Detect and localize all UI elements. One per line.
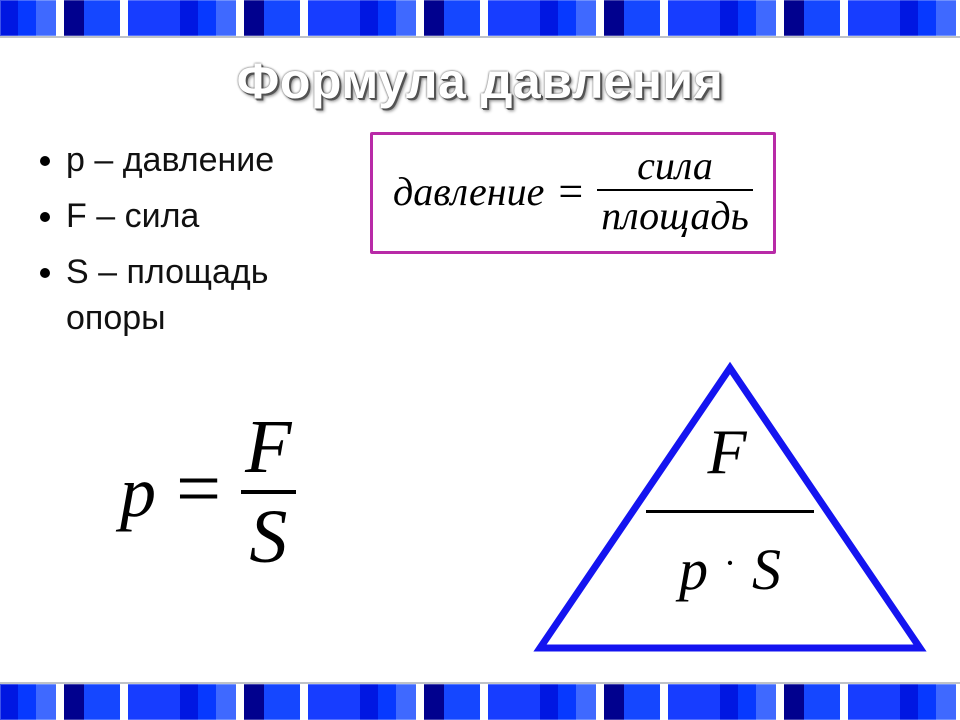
list-item: S – площадь опоры: [40, 250, 350, 342]
equals-sign: =: [176, 444, 221, 535]
triangle-separator: ·: [724, 542, 736, 584]
word-relation: давление = сила площадь: [393, 145, 753, 237]
triangle-bottom-row: p · S: [626, 536, 834, 603]
relation-fraction: сила площадь: [597, 145, 753, 237]
triangle-mnemonic: F p · S: [530, 358, 930, 668]
bullet-icon: [40, 156, 50, 166]
triangle-divider: [646, 510, 814, 513]
relation-numerator: сила: [633, 145, 717, 189]
triangle-icon: [530, 358, 930, 668]
relation-lhs: давление: [393, 168, 544, 215]
main-formula: p = F S: [120, 408, 296, 578]
triangle-top-label: F: [687, 415, 767, 489]
slide-body: Формула давления p – давление F – сила S…: [0, 38, 960, 682]
formula-numerator: F: [241, 408, 295, 490]
definition-text: F – сила: [66, 194, 199, 240]
bullet-icon: [40, 212, 50, 222]
decorative-band-bottom: [0, 684, 960, 720]
decorative-band-top: [0, 0, 960, 36]
bullet-icon: [40, 268, 50, 278]
page-title: Формула давления: [34, 52, 926, 110]
content-row: p – давление F – сила S – площадь опоры …: [34, 132, 926, 352]
equals-sign: =: [558, 166, 583, 217]
relation-box: давление = сила площадь: [370, 132, 776, 254]
triangle-bottom-right: S: [752, 536, 781, 603]
triangle-bottom-left: p: [679, 536, 708, 603]
relation-denominator: площадь: [597, 191, 753, 237]
definition-text: S – площадь опоры: [66, 250, 350, 342]
formula-fraction: F S: [241, 408, 295, 578]
formula-lhs: p: [120, 451, 156, 534]
formula-denominator: S: [245, 494, 291, 578]
definition-text: p – давление: [66, 138, 274, 184]
list-item: F – сила: [40, 194, 350, 240]
list-item: p – давление: [40, 138, 350, 184]
definitions-list: p – давление F – сила S – площадь опоры: [40, 138, 350, 352]
